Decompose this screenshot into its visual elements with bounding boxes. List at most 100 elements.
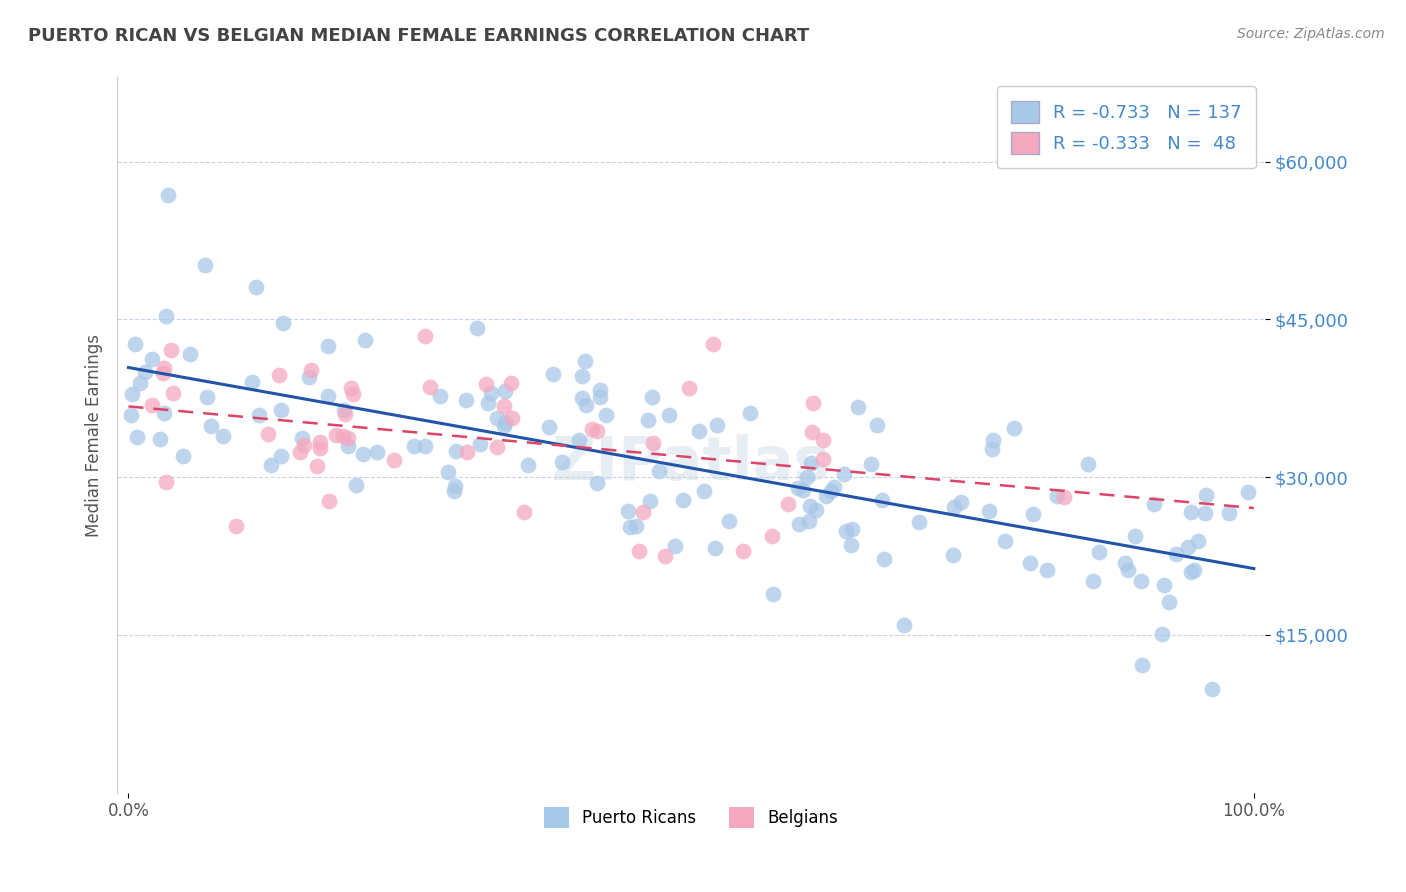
Point <box>688 424 710 438</box>
Point <box>631 505 654 519</box>
Point <box>1194 506 1216 520</box>
Point <box>799 499 821 513</box>
Point <box>801 395 824 409</box>
Point <box>799 456 821 470</box>
Point <box>1164 548 1187 562</box>
Point <box>1130 574 1153 588</box>
Point <box>654 549 676 563</box>
Point <box>950 495 973 509</box>
Point <box>866 418 889 433</box>
Point <box>382 452 405 467</box>
Point <box>981 442 1004 456</box>
Point <box>541 367 564 381</box>
Point <box>738 406 761 420</box>
Point <box>501 376 523 391</box>
Point <box>240 375 263 389</box>
Point <box>796 470 818 484</box>
Point <box>444 478 467 492</box>
Point <box>318 494 340 508</box>
Point <box>291 431 314 445</box>
Point <box>718 514 741 528</box>
Point <box>419 380 441 394</box>
Point <box>575 398 598 412</box>
Point <box>619 520 641 534</box>
Point <box>586 476 609 491</box>
Point <box>340 381 363 395</box>
Point <box>153 361 176 376</box>
Point <box>225 519 247 533</box>
Point <box>316 339 339 353</box>
Point <box>846 400 869 414</box>
Point <box>124 337 146 351</box>
Point <box>813 433 835 447</box>
Point <box>678 380 700 394</box>
Point <box>800 425 823 440</box>
Point <box>1081 574 1104 588</box>
Point <box>127 430 149 444</box>
Point <box>574 354 596 368</box>
Point <box>1143 497 1166 511</box>
Point <box>942 548 965 562</box>
Y-axis label: Median Female Earnings: Median Female Earnings <box>86 334 103 537</box>
Point <box>1182 563 1205 577</box>
Point <box>859 457 882 471</box>
Point <box>1180 505 1202 519</box>
Point <box>465 321 488 335</box>
Point <box>446 443 468 458</box>
Point <box>413 329 436 343</box>
Point <box>693 484 716 499</box>
Point <box>157 188 180 202</box>
Point <box>336 439 359 453</box>
Point <box>589 384 612 398</box>
Point <box>298 370 321 384</box>
Point <box>568 434 591 448</box>
Point <box>308 441 330 455</box>
Point <box>437 465 460 479</box>
Point <box>841 522 863 536</box>
Point <box>1036 563 1059 577</box>
Point <box>571 368 593 383</box>
Point <box>333 402 356 417</box>
Point <box>733 543 755 558</box>
Point <box>492 399 515 413</box>
Point <box>648 464 671 478</box>
Legend: Puerto Ricans, Belgians: Puerto Ricans, Belgians <box>537 801 845 834</box>
Point <box>571 391 593 405</box>
Point <box>641 390 664 404</box>
Point <box>267 368 290 383</box>
Point <box>1125 528 1147 542</box>
Point <box>155 475 177 489</box>
Point <box>1153 578 1175 592</box>
Point <box>245 279 267 293</box>
Point <box>672 493 695 508</box>
Point <box>494 415 516 429</box>
Point <box>643 435 665 450</box>
Point <box>551 455 574 469</box>
Point <box>299 363 322 377</box>
Point <box>1114 557 1136 571</box>
Point <box>835 524 858 538</box>
Point <box>212 428 235 442</box>
Point <box>481 386 503 401</box>
Point <box>814 490 837 504</box>
Point <box>787 481 810 495</box>
Point <box>134 365 156 379</box>
Point <box>477 396 499 410</box>
Point <box>494 419 516 434</box>
Point <box>366 444 388 458</box>
Point <box>141 352 163 367</box>
Point <box>581 422 603 436</box>
Point <box>617 503 640 517</box>
Point <box>813 452 835 467</box>
Point <box>1053 491 1076 505</box>
Point <box>159 343 181 357</box>
Point <box>336 431 359 445</box>
Point <box>271 317 294 331</box>
Point <box>839 538 862 552</box>
Point <box>1022 508 1045 522</box>
Text: PUERTO RICAN VS BELGIAN MEDIAN FEMALE EARNINGS CORRELATION CHART: PUERTO RICAN VS BELGIAN MEDIAN FEMALE EA… <box>28 27 810 45</box>
Point <box>626 519 648 533</box>
Point <box>1116 563 1139 577</box>
Point <box>799 515 821 529</box>
Point <box>325 428 347 442</box>
